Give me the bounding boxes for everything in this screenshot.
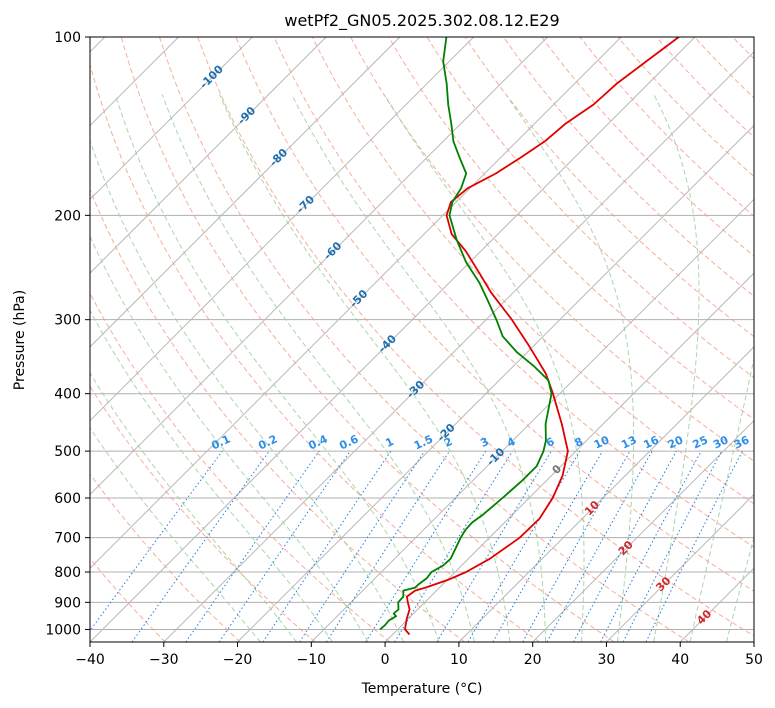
mixing-ratio-line [522,450,631,642]
mixing-ratio-line [218,450,351,642]
x-tick-label: 50 [745,652,763,668]
dry-adiabat [90,385,316,642]
mixing-ratio-line [467,450,581,642]
y-axis-label: Pressure (hPa) [12,290,28,390]
moist-adiabat [219,94,511,642]
mixing-ratio-line [573,450,677,642]
isotherm-line [90,37,475,422]
isotherm-line [532,419,754,642]
plot-frame [89,36,755,643]
dry-adiabat [159,37,690,642]
moist-adiabat [291,94,547,642]
y-tick-label: 600 [54,491,81,507]
mixing-ratio-line [131,450,270,642]
mixing-ratio-label: 25 [691,433,710,451]
dry-adiabat [90,292,391,642]
y-tick-label: 200 [54,208,81,224]
moist-adiabat [90,235,369,642]
x-tick-label: 40 [671,652,689,668]
dry-adiabat [235,37,754,592]
mixing-ratio-label: 10 [592,433,612,451]
moist-adiabat [90,139,405,642]
dry-adiabat [426,37,754,379]
x-tick-label: −20 [223,652,253,668]
mixing-ratio-line [394,450,513,642]
mixing-ratio-label: 16 [642,433,662,451]
isotherm-line [90,37,622,569]
isotherm-line [90,37,253,201]
y-tick-label: 1000 [45,622,81,638]
isotherm-line [458,346,754,642]
mixing-ratio-label: 30 [711,433,731,451]
isotherm-line [310,198,754,642]
y-tick-label: 800 [54,565,81,581]
temperature-profile [404,37,680,636]
y-tick-label: 100 [54,30,81,46]
dry-adiabat [350,37,754,462]
dry-adiabat [464,37,754,338]
y-tick-label: 500 [54,444,81,460]
grid-layer [90,37,754,642]
isotherm-line [90,37,327,274]
mixing-ratio-line [365,450,487,642]
moist-adiabat [689,356,754,642]
isotherm-line [90,37,696,642]
mixing-ratio-line [185,450,320,642]
dry-adiabat [388,37,754,420]
mixing-ratio-line [492,450,604,642]
x-tick-label: 30 [598,652,616,668]
dry-adiabat [579,37,754,217]
moist-adiabat [90,427,261,642]
mixing-ratio-label: 20 [666,433,686,451]
x-tick-label: −30 [149,652,179,668]
moist-adiabat [726,535,754,642]
x-tick-label: 20 [524,652,542,668]
x-tick-label: −40 [75,652,105,668]
dry-adiabat [120,37,615,642]
x-axis-label: Temperature (°C) [361,681,483,697]
isotherm-line [90,37,548,496]
axes-layer: −40 −30 −20 −10 0 10 20 30 40 50 100 200 300 400 500 60… [45,30,763,668]
moist-adiabat [114,94,440,642]
isotherm-line [90,37,401,348]
y-tick-label: 900 [54,595,81,611]
y-tick-label: 400 [54,387,81,403]
x-tick-label: 0 [381,652,390,668]
mixing-ratio-line [325,450,450,642]
isotherm-line [163,51,754,642]
dry-adiabat [541,37,754,257]
y-tick-label: 700 [54,531,81,547]
mixing-ratio-line [546,450,653,642]
plot-background [90,37,754,642]
moist-adiabat [505,94,635,642]
x-tick-label: 10 [450,652,468,668]
isotherm-line [606,493,754,642]
mixing-ratio-label: 36 [732,433,752,451]
y-tick-label: 300 [54,313,81,329]
dry-adiabat [90,188,465,642]
moist-adiabat [90,309,333,642]
chart-title: wetPf2_GN05.2025.302.08.12.E29 [284,11,559,31]
moist-adiabat [653,94,700,642]
dry-adiabat [273,37,754,548]
moist-adiabat [90,371,297,642]
mixing-ratio-line [90,450,223,632]
moist-adiabat [384,94,585,642]
mixing-ratio-line [436,450,552,642]
x-tick-label: −10 [297,652,327,668]
data-layer [379,37,680,636]
dewpoint-profile [379,37,553,631]
dry-adiabat [90,62,540,642]
mixing-ratio-label: 13 [619,433,638,451]
isotherm-line [237,124,754,642]
moist-adiabat [161,94,475,642]
isotherm-line [384,272,754,642]
dry-adiabat [90,473,241,642]
dry-adiabat [617,37,754,178]
